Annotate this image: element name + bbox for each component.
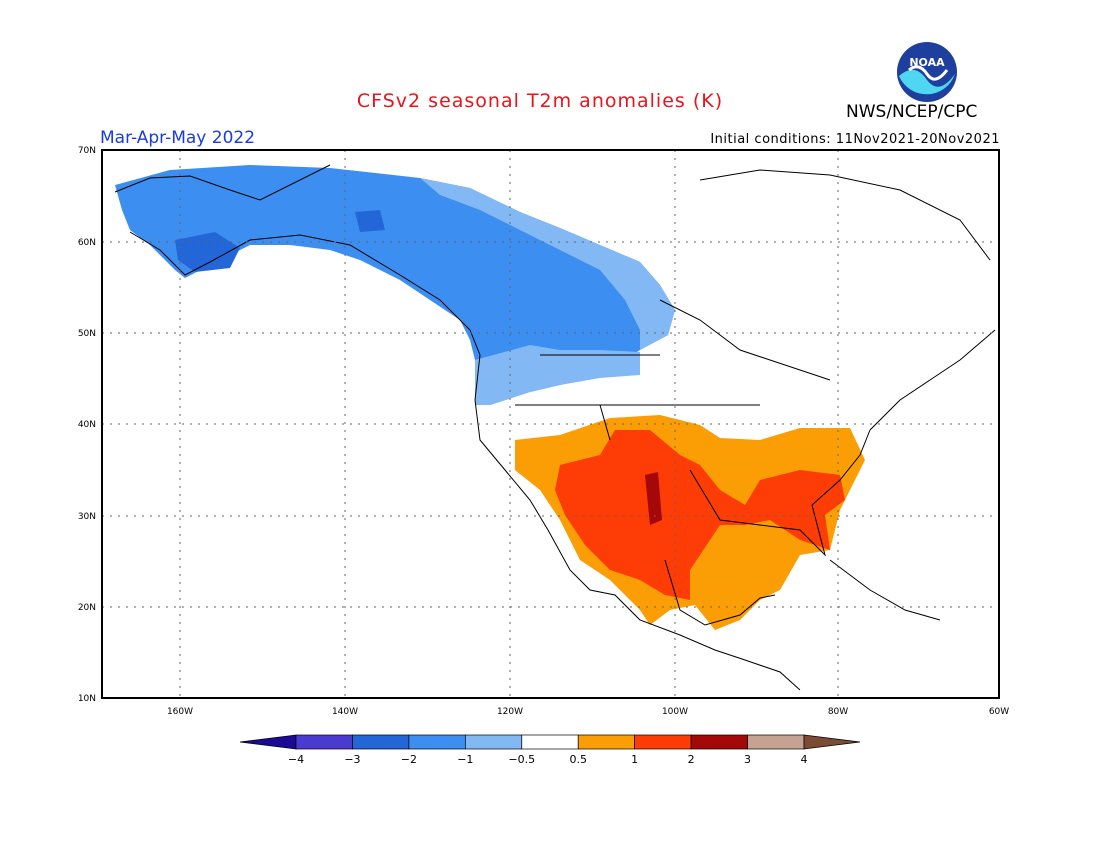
- colorbar-bin: [521, 734, 579, 750]
- coastlines: [114, 164, 996, 691]
- colorbar-tick-label: −3: [344, 753, 360, 766]
- lon-label: 140W: [332, 707, 358, 717]
- lat-label: 50N: [78, 329, 96, 339]
- negative-anomaly-region: [115, 165, 675, 405]
- colorbar-tick-label: 4: [801, 753, 808, 766]
- colorbar-bin: [239, 734, 297, 750]
- map-title: CFSv2 seasonal T2m anomalies (K): [356, 90, 724, 112]
- colorbar-tick-labels: −4 −3 −2 −1 −0.5 0.5 1 2 3 4: [288, 753, 808, 766]
- colorbar-bin: [295, 734, 353, 750]
- positive-anomaly-region: [515, 415, 865, 630]
- colorbar-bin: [464, 734, 523, 750]
- lon-label: 120W: [497, 707, 523, 717]
- map-frame: [101, 149, 1000, 699]
- colorbar-tick-label: −1: [457, 753, 473, 766]
- longitude-labels: 160W 140W 120W 100W 80W 60W: [167, 707, 1009, 717]
- lon-label: 100W: [662, 707, 688, 717]
- noaa-logo: NOAA: [895, 40, 959, 108]
- colorbar-segments: [239, 734, 861, 750]
- logo-lettering: NOAA: [909, 56, 945, 69]
- graticule: [102, 150, 999, 698]
- colorbar-bin: [577, 734, 636, 750]
- lon-label: 60W: [989, 707, 1009, 717]
- colorbar-tick-label: −2: [401, 753, 417, 766]
- lat-label: 30N: [78, 512, 96, 522]
- lat-label: 20N: [78, 603, 96, 613]
- colorbar-tick-label: 0.5: [569, 753, 587, 766]
- lat-label: 40N: [78, 420, 96, 430]
- organization-label: NWS/NCEP/CPC: [846, 102, 978, 122]
- colorbar-tick-label: 3: [744, 753, 751, 766]
- colorbar-tick-label: 2: [688, 753, 695, 766]
- colorbar-tick-label: −0.5: [508, 753, 535, 766]
- colorbar-bin: [747, 734, 805, 750]
- colorbar-bin: [690, 734, 748, 750]
- lat-label: 60N: [78, 238, 96, 248]
- colorbar-bin: [803, 734, 861, 750]
- lon-label: 80W: [828, 707, 848, 717]
- lat-label: 70N: [78, 146, 96, 156]
- colorbar-bin: [408, 734, 466, 750]
- colorbar-bin: [352, 734, 410, 750]
- lon-label: 160W: [167, 707, 193, 717]
- lat-label: 10N: [78, 694, 96, 704]
- colorbar-tick-label: 1: [631, 753, 638, 766]
- latitude-labels: 70N 60N 50N 40N 30N 20N 10N: [78, 146, 96, 704]
- colorbar-bin: [634, 734, 692, 750]
- season-label: Mar-Apr-May 2022: [100, 128, 256, 148]
- initial-conditions-label: Initial conditions: 11Nov2021-20Nov2021: [710, 132, 1000, 147]
- colorbar-tick-label: −4: [288, 753, 304, 766]
